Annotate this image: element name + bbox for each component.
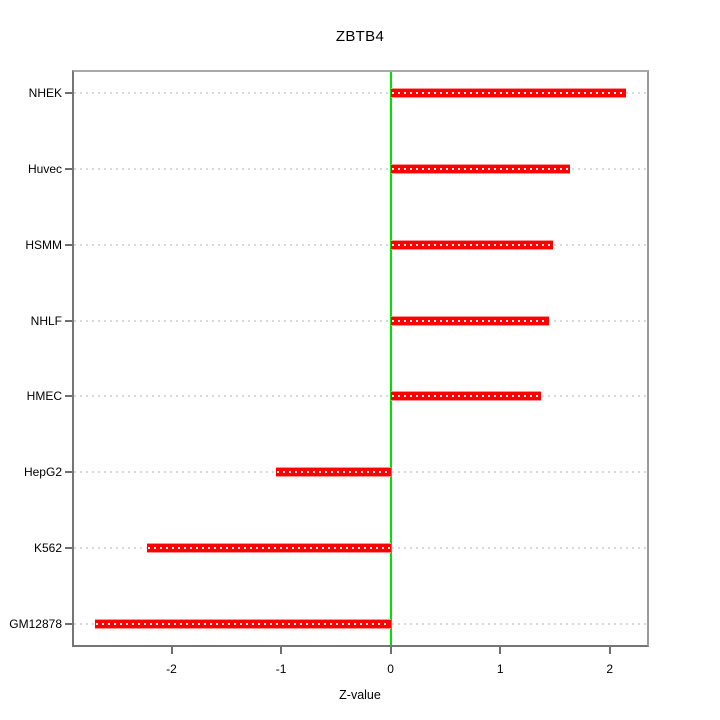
gridline-hsmm <box>74 243 647 246</box>
y-tick-k562 <box>65 547 72 550</box>
bar-dot-overlay <box>95 622 390 625</box>
y-tick-gm12878 <box>65 622 72 625</box>
bar-dot-overlay <box>391 395 540 398</box>
zero-reference-line <box>389 72 392 645</box>
y-tick-label-nhlf: NHLF <box>30 313 62 328</box>
y-tick-label-nhek: NHEK <box>28 86 62 100</box>
y-tick-label-k562: K562 <box>33 541 62 556</box>
bar-hepg2 <box>275 467 391 478</box>
y-tick-label-hepg2: HepG2 <box>23 465 62 480</box>
bar-dot-overlay <box>391 243 552 246</box>
x-tick-label--2: -2 <box>166 662 177 676</box>
gridline-hmec <box>74 395 647 398</box>
y-tick-hmec <box>65 395 72 398</box>
bar-k562 <box>147 543 391 554</box>
bar-dot-overlay <box>276 471 390 474</box>
gridline-nhlf <box>74 319 647 322</box>
bar-dot-overlay <box>391 92 626 94</box>
y-tick-nhlf <box>65 319 72 322</box>
bar-dot-overlay <box>391 319 549 322</box>
bar-nhek <box>390 88 627 98</box>
x-tick-1 <box>499 647 502 654</box>
y-tick-label-gm12878: GM12878 <box>9 616 62 631</box>
bar-dot-overlay <box>391 167 570 170</box>
gridline-huvec <box>74 167 647 170</box>
bar-gm12878 <box>94 618 391 629</box>
bar-nhlf <box>390 315 550 326</box>
x-tick-label-0: 0 <box>387 662 394 676</box>
bar-dot-overlay <box>148 547 390 550</box>
y-tick-hsmm <box>65 243 72 246</box>
chart-title: ZBTB4 <box>335 28 385 45</box>
x-axis-label: Z-value <box>339 688 381 702</box>
x-tick-label-1: 1 <box>496 662 504 676</box>
x-tick-0 <box>389 647 392 654</box>
y-tick-label-hsmm: HSMM <box>25 237 62 252</box>
x-tick-label--1: -1 <box>275 662 287 676</box>
x-tick--2 <box>170 647 173 654</box>
x-tick-2 <box>608 647 611 654</box>
plot-area: -2 -1 0 1 2 <box>65 70 649 676</box>
bar-hmec <box>390 391 541 402</box>
x-tick-label-2: 2 <box>606 662 614 676</box>
gridline-nhek <box>74 92 647 94</box>
y-tick-label-hmec: HMEC <box>26 389 62 404</box>
y-tick-huvec <box>65 167 72 170</box>
y-tick-nhek <box>65 92 72 94</box>
y-tick-hepg2 <box>65 471 72 474</box>
bar-hsmm <box>390 239 553 250</box>
y-tick-label-huvec: Huvec <box>27 161 62 176</box>
bar-huvec <box>390 163 571 174</box>
x-tick--1 <box>280 647 283 654</box>
